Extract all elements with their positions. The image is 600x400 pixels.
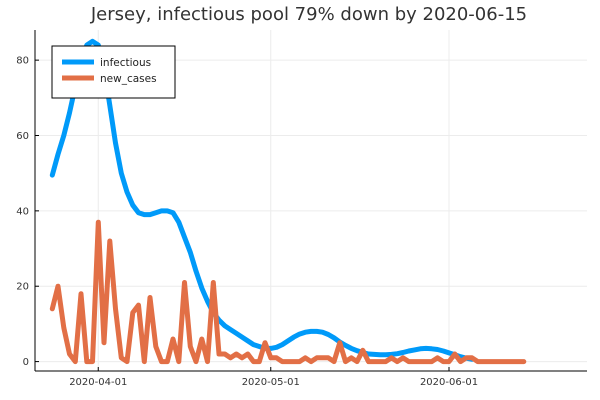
axis-layer: 2020-04-01 2020-05-01 2020-06-01 0 20 40 60 80	[16, 30, 587, 388]
chart-title: Jersey, infectious pool 79% down by 2020…	[90, 4, 527, 25]
series-line-new-cases	[49, 219, 527, 365]
x-tick-label: 2020-04-01	[69, 377, 127, 388]
y-tick-label: 0	[23, 357, 29, 368]
x-tick-label: 2020-05-01	[242, 377, 300, 388]
y-tick-label: 80	[16, 56, 29, 67]
series-layer	[49, 38, 527, 365]
y-tick-label: 20	[16, 282, 29, 293]
y-tick-label: 60	[16, 131, 29, 142]
legend-box	[51, 45, 176, 99]
y-tick-label: 40	[16, 206, 29, 217]
x-tick-label: 2020-06-01	[420, 377, 478, 388]
legend: infectious new_cases	[51, 45, 176, 99]
legend-label: new_cases	[100, 73, 157, 85]
legend-label: infectious	[100, 57, 151, 69]
